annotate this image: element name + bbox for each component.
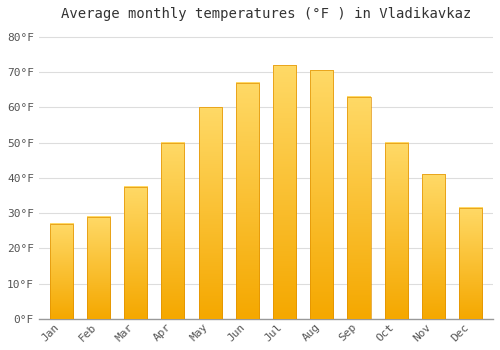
Bar [273,65,296,319]
Bar [236,83,259,319]
Bar [422,174,445,319]
Bar [459,208,482,319]
Bar [310,70,334,319]
Bar [124,187,147,319]
Bar [162,142,184,319]
Bar [87,217,110,319]
Bar [384,142,408,319]
Bar [50,224,72,319]
Bar [198,107,222,319]
Title: Average monthly temperatures (°F ) in Vladikavkaz: Average monthly temperatures (°F ) in Vl… [60,7,471,21]
Bar [348,97,370,319]
